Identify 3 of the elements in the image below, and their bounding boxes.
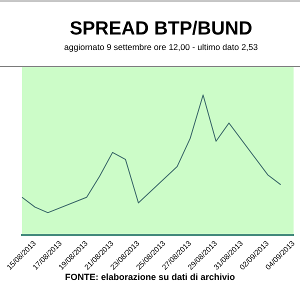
chart-subtitle: aggiornato 9 settembre ore 12,00 - ultimo dato 2,53	[64, 42, 258, 52]
chart-title: SPREAD BTP/BUND	[70, 18, 252, 40]
source-note: FONTE: elaborazione su dati di archivio	[64, 272, 236, 282]
